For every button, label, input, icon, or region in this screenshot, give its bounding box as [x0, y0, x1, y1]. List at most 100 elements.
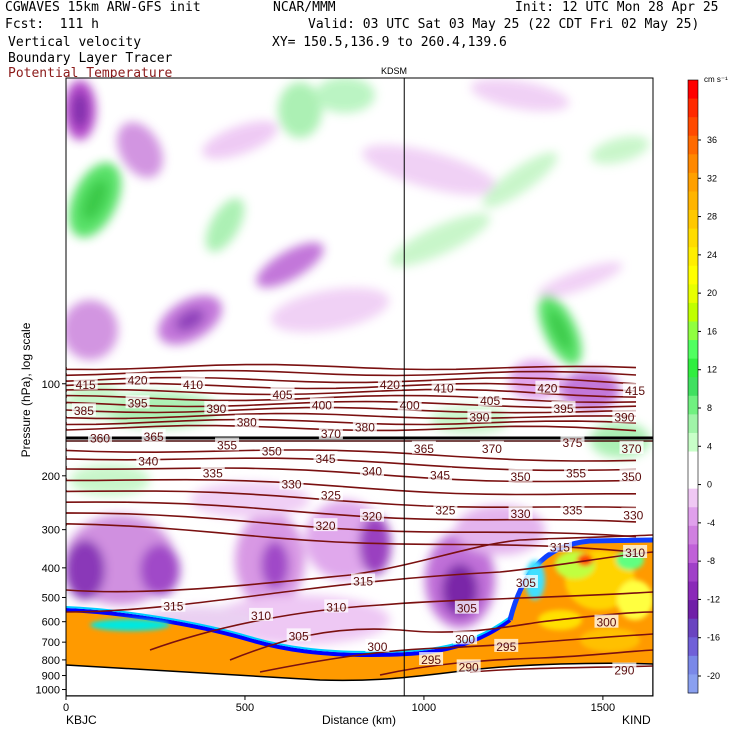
colorbar-swatch — [688, 154, 698, 174]
theta-label-bg — [594, 614, 619, 628]
theta-label-bg — [621, 507, 646, 521]
theta-label: 345 — [315, 452, 335, 466]
theta-label: 380 — [237, 416, 257, 430]
isentrope-line — [66, 363, 637, 371]
theta-label-bg — [313, 518, 338, 532]
colorbar-tick-label: 12 — [707, 365, 717, 375]
colorbar: 36 32 28 24 20 16 12 8 4 0 -4 -8 -12 -16 -20 — [687, 79, 720, 694]
theta-label: 405 — [480, 394, 500, 408]
colorbar-swatch — [688, 80, 698, 100]
colorbar-tick-label: -8 — [707, 556, 715, 566]
y-tick-label: 500 — [42, 592, 60, 604]
theta-label-bg — [619, 468, 644, 482]
colorbar-swatch — [688, 600, 698, 620]
y-tick-label: 1000 — [36, 685, 60, 697]
theta-label-bg — [200, 465, 225, 479]
theta-label-bg — [270, 386, 295, 400]
isentrope-line — [66, 406, 637, 414]
colorbar-swatch — [688, 414, 698, 434]
theta-label-bg — [513, 575, 538, 589]
theta-label-bg — [560, 434, 585, 448]
organization: NCAR/MMM — [273, 0, 336, 15]
y-axis-label: Pressure (hPa), log scale — [19, 322, 33, 457]
theta-label: 300 — [455, 632, 475, 646]
colorbar-tick-label: 28 — [707, 212, 717, 222]
theta-label-bg — [318, 426, 343, 440]
x-tick-label: 500 — [236, 702, 254, 714]
theta-label-bg — [377, 376, 402, 390]
colorbar-swatch — [688, 544, 698, 564]
theta-label: 345 — [430, 468, 450, 482]
theta-label: 365 — [414, 442, 434, 456]
colorbar-frame — [687, 79, 699, 694]
y-tick-label: 900 — [42, 671, 60, 683]
theta-label: 410 — [183, 378, 203, 392]
y-tick-label: 600 — [42, 617, 60, 629]
theta-label-bg — [125, 395, 150, 409]
theta-label: 375 — [562, 436, 582, 450]
colorbar-tick-label: 20 — [707, 288, 717, 298]
theta-label: 325 — [435, 504, 455, 518]
theta-label-bg — [547, 539, 572, 553]
theta-label-bg — [181, 376, 206, 390]
theta-label-bg — [249, 607, 274, 621]
x-tick-label: 1500 — [591, 702, 615, 714]
colorbar-swatch — [688, 247, 698, 267]
theta-label-bg — [456, 659, 481, 673]
theta-label-bg — [259, 443, 284, 457]
isentrope-line — [149, 591, 653, 651]
theta-label: 405 — [273, 388, 293, 402]
theta-label-bg — [612, 662, 637, 676]
theta-label-bg — [623, 383, 648, 397]
colorbar-tick-label: -12 — [707, 594, 720, 604]
theta-label: 350 — [622, 470, 642, 484]
theta-label: 325 — [321, 488, 341, 502]
y-tick-label: 800 — [42, 655, 60, 667]
colorbar-tick-label: 4 — [707, 441, 712, 451]
theta-label: 335 — [203, 466, 223, 480]
theta-label: 330 — [281, 478, 301, 492]
colorbar-swatch — [688, 340, 698, 360]
colorbar-swatch — [688, 358, 698, 378]
right-station-label: KIND — [622, 713, 651, 727]
cross-section-xy: XY= 150.5,136.9 to 260.4,139.6 — [272, 35, 507, 50]
isentrope-line — [259, 633, 653, 673]
theta-label-bg — [551, 400, 576, 414]
colorbar-swatch — [688, 507, 698, 527]
theta-label-bg — [508, 506, 533, 520]
theta-label-bg — [88, 430, 113, 444]
isentrope-line — [66, 478, 636, 496]
colorbar-swatch — [688, 637, 698, 657]
theta-label-bg — [453, 631, 478, 645]
theta-label: 410 — [434, 382, 454, 396]
theta-label: 400 — [312, 399, 332, 413]
isentrope-line — [66, 534, 653, 593]
colorbar-swatch — [688, 451, 698, 471]
isentrope-line — [379, 649, 653, 676]
theta-label: 355 — [566, 466, 586, 480]
colorbar-swatch — [688, 265, 698, 285]
theta-label-bg — [419, 652, 444, 666]
theta-label-bg — [431, 380, 456, 394]
colorbar-tick-label: 32 — [707, 173, 717, 183]
theta-label-bg — [365, 638, 390, 652]
field-boundary-layer-tracer: Boundary Layer Tracer — [8, 51, 173, 66]
theta-label-bg — [612, 409, 637, 423]
colorbar-tick-label: -4 — [707, 518, 715, 528]
theta-label: 390 — [469, 411, 489, 425]
colorbar-unit: cm s⁻¹ — [704, 75, 728, 84]
init-time: Init: 12 UTC Mon 28 Apr 25 — [515, 0, 719, 15]
theta-label-bg — [360, 463, 385, 477]
model-title: CGWAVES 15km ARW-GFS init — [5, 0, 201, 15]
theta-label-bg — [428, 467, 453, 481]
theta-label: 305 — [457, 602, 477, 616]
theta-label-bg — [560, 502, 585, 516]
theta-label: 310 — [326, 600, 346, 614]
colorbar-swatch — [688, 228, 698, 248]
theta-label-bg — [286, 628, 311, 642]
theta-label: 415 — [625, 384, 645, 398]
colorbar-swatch — [688, 172, 698, 192]
theta-label: 295 — [421, 653, 441, 667]
colorbar-swatch — [688, 581, 698, 601]
